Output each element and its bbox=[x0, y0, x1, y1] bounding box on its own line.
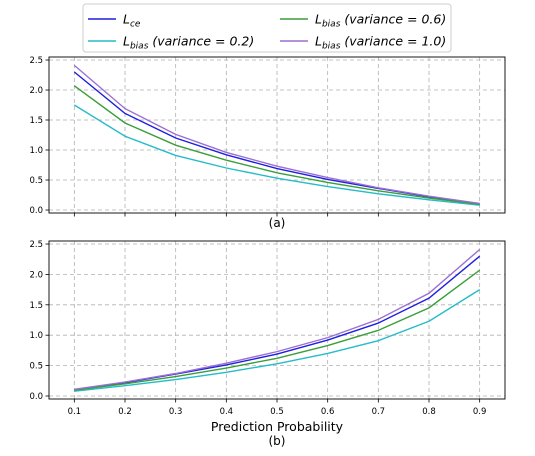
series-line-lb02 bbox=[73, 104, 480, 206]
y-tick-label: 1.0 bbox=[29, 146, 43, 156]
x-tick-label: 0.5 bbox=[270, 407, 284, 417]
legend-entry-lb02: Lbias (variance = 0.2) bbox=[123, 34, 254, 52]
x-tick-label: 0.3 bbox=[169, 407, 183, 417]
x-tick-label: 0.7 bbox=[372, 407, 386, 417]
panel-b-label: (b) bbox=[269, 434, 286, 448]
series-line-lb02 bbox=[74, 289, 481, 392]
legend-entry-lce: Lce bbox=[123, 12, 141, 30]
y-tick-label: 2.0 bbox=[29, 270, 43, 280]
y-tick-label: 1.5 bbox=[29, 116, 43, 126]
x-tick-label: 0.9 bbox=[473, 407, 487, 417]
series-line-lb10 bbox=[73, 64, 480, 205]
x-tick-label: 0.8 bbox=[422, 407, 436, 417]
x-axis-label: Prediction Probability bbox=[211, 419, 344, 434]
y-tick-label: 2.5 bbox=[29, 240, 43, 250]
legend: Lce Lbias (variance = 0.2) Lbias (variance… bbox=[82, 3, 452, 53]
y-tick-label: 1.0 bbox=[29, 331, 43, 341]
legend-box bbox=[82, 3, 452, 53]
x-tick-label: 0.2 bbox=[118, 407, 132, 417]
y-tick-label: 0.0 bbox=[29, 206, 43, 216]
series-line-lb06 bbox=[74, 269, 481, 391]
y-tick-label: 2.5 bbox=[29, 56, 43, 66]
y-tick-label: 0.5 bbox=[29, 176, 43, 186]
series-line-lb10 bbox=[74, 248, 481, 391]
legend-entry-lb10: Lbias (variance = 1.0) bbox=[315, 34, 446, 52]
y-tick-label: 1.5 bbox=[29, 301, 43, 311]
panel-a: 0.0 0.5 1.0 1.5 2.0 2.5 bbox=[29, 56, 506, 217]
y-tick-label: 0.0 bbox=[29, 392, 43, 402]
y-tick-label: 0.5 bbox=[29, 362, 43, 372]
legend-entry-lb06: Lbias (variance = 0.6) bbox=[315, 12, 446, 30]
x-tick-label: 0.1 bbox=[68, 407, 82, 417]
panel-a-label: (a) bbox=[269, 216, 286, 230]
x-tick-label: 0.6 bbox=[321, 407, 335, 417]
panel-b: 0.0 0.5 1.0 1.5 2.0 2.5 0.1 0.2 0.3 0.4 0.5 0.6 0.7 0… bbox=[29, 240, 506, 417]
x-tick-label: 0.4 bbox=[220, 407, 234, 417]
series-line-lb06 bbox=[73, 85, 480, 205]
y-tick-label: 2.0 bbox=[29, 86, 43, 96]
